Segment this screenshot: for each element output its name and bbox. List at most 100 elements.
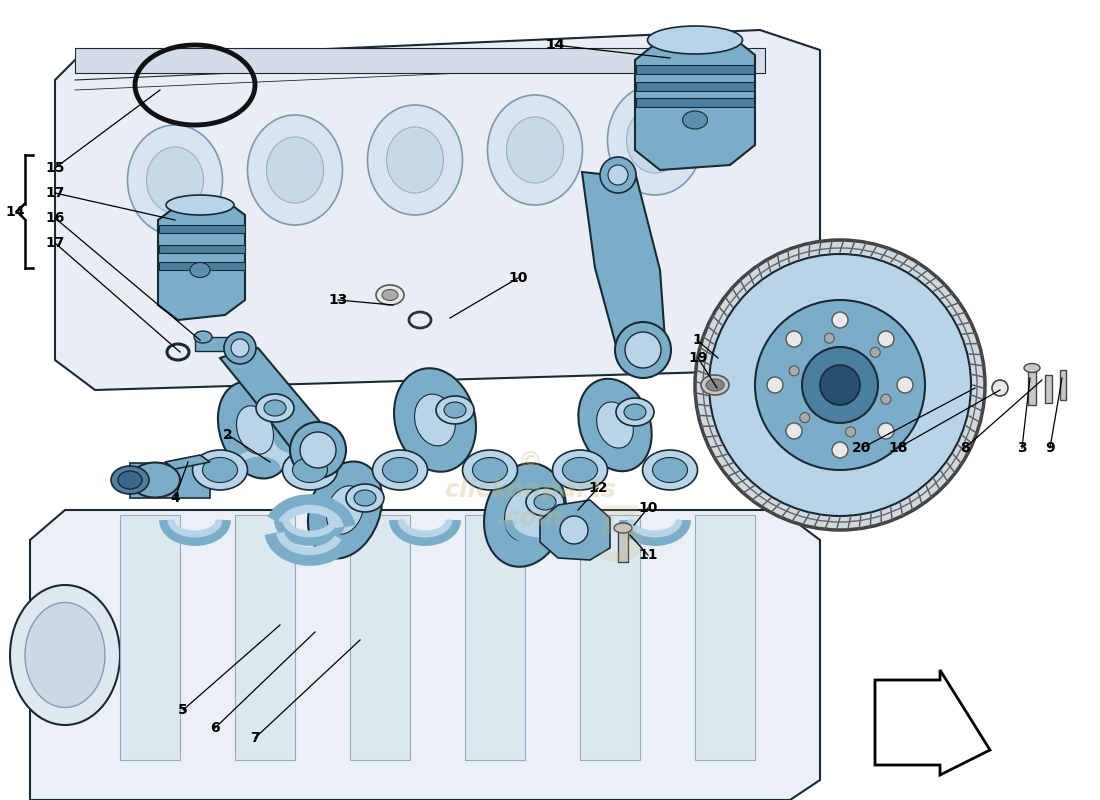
Ellipse shape — [701, 375, 729, 395]
Bar — [160, 225, 245, 233]
Circle shape — [560, 516, 588, 544]
Circle shape — [878, 331, 894, 347]
Circle shape — [870, 347, 880, 358]
Ellipse shape — [526, 488, 564, 516]
Ellipse shape — [415, 394, 455, 446]
Ellipse shape — [128, 125, 222, 235]
Circle shape — [695, 240, 984, 530]
Circle shape — [710, 254, 971, 516]
Text: 10: 10 — [638, 501, 658, 515]
Polygon shape — [350, 515, 410, 760]
Ellipse shape — [248, 115, 342, 225]
Text: 9: 9 — [1045, 441, 1055, 455]
Ellipse shape — [283, 450, 338, 490]
Text: 6: 6 — [210, 721, 220, 735]
Text: 7: 7 — [250, 731, 260, 745]
Text: 4: 4 — [170, 491, 180, 505]
Ellipse shape — [236, 406, 274, 454]
Circle shape — [231, 339, 249, 357]
Circle shape — [800, 413, 810, 422]
Ellipse shape — [308, 462, 382, 558]
Text: 16: 16 — [45, 211, 65, 225]
Ellipse shape — [146, 147, 204, 213]
Ellipse shape — [652, 458, 688, 482]
Text: 17: 17 — [45, 236, 65, 250]
Ellipse shape — [444, 402, 466, 418]
Polygon shape — [220, 348, 340, 460]
Polygon shape — [695, 515, 755, 760]
Ellipse shape — [111, 466, 148, 494]
Text: 14: 14 — [546, 38, 564, 52]
Ellipse shape — [505, 489, 546, 541]
Circle shape — [608, 165, 628, 185]
Text: 5: 5 — [593, 503, 647, 577]
Ellipse shape — [166, 195, 234, 215]
Ellipse shape — [256, 394, 294, 422]
Text: 18: 18 — [889, 441, 908, 455]
Circle shape — [625, 332, 661, 368]
Text: 14: 14 — [6, 205, 24, 218]
Circle shape — [846, 427, 856, 437]
Ellipse shape — [382, 290, 398, 301]
Ellipse shape — [25, 602, 104, 707]
Text: 13: 13 — [328, 293, 348, 307]
Text: 5: 5 — [178, 703, 188, 717]
Text: 12: 12 — [588, 481, 607, 495]
Circle shape — [786, 423, 802, 439]
Ellipse shape — [202, 458, 238, 482]
Polygon shape — [55, 30, 820, 390]
Bar — [160, 262, 245, 270]
Polygon shape — [582, 172, 665, 360]
Polygon shape — [580, 515, 640, 760]
Circle shape — [832, 442, 848, 458]
Ellipse shape — [616, 398, 654, 426]
Bar — [636, 82, 754, 91]
Text: 10: 10 — [508, 271, 528, 285]
Circle shape — [820, 365, 860, 405]
Text: ©
clickonparts
.com: © clickonparts .com — [444, 450, 616, 530]
Ellipse shape — [436, 396, 474, 424]
Polygon shape — [158, 200, 245, 320]
Text: 3: 3 — [1018, 441, 1026, 455]
Circle shape — [789, 366, 799, 376]
Text: 17: 17 — [45, 186, 65, 200]
Ellipse shape — [484, 463, 566, 566]
Ellipse shape — [473, 458, 507, 482]
Text: 15: 15 — [45, 161, 65, 175]
Ellipse shape — [394, 368, 476, 472]
Ellipse shape — [264, 400, 286, 416]
Bar — [618, 530, 628, 562]
Circle shape — [832, 312, 848, 328]
Text: 1: 1 — [692, 333, 702, 347]
Ellipse shape — [642, 450, 697, 490]
Circle shape — [290, 422, 346, 478]
Ellipse shape — [462, 450, 517, 490]
Bar — [130, 463, 210, 498]
Text: 11: 11 — [638, 548, 658, 562]
Polygon shape — [165, 455, 210, 469]
Bar — [160, 245, 245, 253]
Bar — [1060, 370, 1066, 400]
Ellipse shape — [596, 402, 634, 448]
Ellipse shape — [706, 379, 724, 391]
Text: 8: 8 — [960, 441, 970, 455]
Ellipse shape — [10, 585, 120, 725]
Ellipse shape — [506, 117, 563, 183]
Ellipse shape — [293, 458, 328, 482]
Polygon shape — [874, 670, 990, 775]
Circle shape — [786, 331, 802, 347]
Circle shape — [600, 157, 636, 193]
Ellipse shape — [354, 490, 376, 506]
Polygon shape — [30, 510, 820, 800]
Bar — [1045, 375, 1052, 403]
Ellipse shape — [194, 331, 212, 343]
Polygon shape — [120, 515, 180, 760]
Polygon shape — [465, 515, 525, 760]
Ellipse shape — [386, 127, 443, 193]
Circle shape — [767, 377, 783, 393]
Text: 19: 19 — [689, 351, 707, 365]
Ellipse shape — [579, 378, 651, 471]
Ellipse shape — [218, 382, 293, 478]
Circle shape — [615, 322, 671, 378]
Ellipse shape — [192, 450, 248, 490]
